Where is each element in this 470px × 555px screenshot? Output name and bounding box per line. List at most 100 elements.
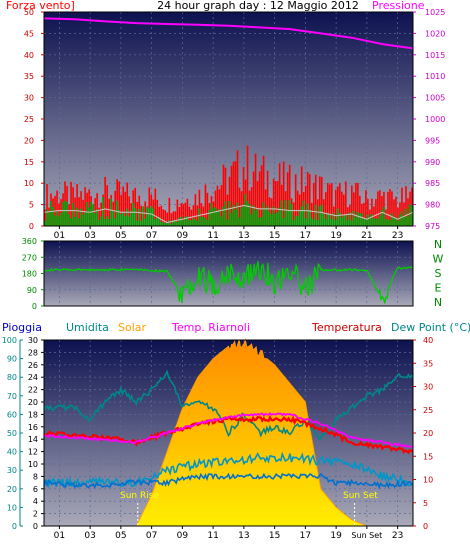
legend-umidita: Umidita: [66, 321, 109, 334]
pressure-tick-label: 1005: [425, 94, 445, 103]
temp-tick-label: 10: [423, 476, 433, 485]
x-tick-label: 03: [84, 231, 95, 241]
wind-tick-label: 15: [24, 158, 34, 167]
x-tick-label: 23: [392, 531, 403, 541]
rain-tick-label: 40: [7, 448, 17, 457]
x-tick-label: 13: [238, 531, 249, 541]
legend-riarnoli: Temp. Riarnoli: [171, 321, 250, 334]
legend-dewpoint: Dew Point (°C): [391, 321, 470, 334]
x-tick-label: 01: [54, 231, 65, 241]
direction-tick-label: 0: [32, 302, 37, 311]
legend-pioggia: Pioggia: [2, 321, 42, 334]
wind-tick-label: 45: [24, 29, 34, 38]
direction-tick-label: 180: [22, 270, 37, 279]
solar-tick-label: 10: [28, 460, 38, 469]
x-tick-label: 15: [269, 531, 280, 541]
temp-tick-label: 20: [423, 429, 433, 438]
legend-solar: Solar: [118, 321, 147, 334]
x-tick-label: 01: [54, 531, 65, 541]
rain-tick-label: 30: [7, 466, 17, 475]
temp-low-line: [43, 451, 414, 489]
solar-tick-label: 26: [28, 361, 38, 370]
solar-tick-label: 24: [28, 373, 38, 382]
rain-tick-label: 0: [12, 522, 17, 531]
solar-tick-label: 22: [28, 386, 38, 395]
temp-tick-label: 0: [423, 522, 428, 531]
x-tick-label: Sun Set: [351, 531, 382, 540]
solar-tick-label: 18: [28, 410, 38, 419]
wind-direction-line: [43, 261, 414, 304]
x-tick-label: 11: [207, 531, 218, 541]
compass-label: W: [433, 253, 444, 266]
wind-tick-label: 40: [24, 51, 34, 60]
x-tick-label: 15: [269, 231, 280, 241]
temp-tick-label: 30: [423, 383, 433, 392]
sunrise-label: Sun Rise: [120, 491, 159, 501]
wind-axis-label: Forza vento]: [6, 0, 75, 12]
panel3-axes: 0102030405060708090100024681012141618202…: [2, 336, 433, 541]
pressure-tick-label: 1020: [425, 29, 445, 38]
temp-tick-label: 5: [423, 499, 428, 508]
rain-tick-label: 100: [2, 336, 17, 345]
pressure-tick-label: 1000: [425, 115, 445, 124]
panel1-axes: 0510152025303540455097598098599099510001…: [24, 8, 446, 241]
solar-tick-label: 2: [33, 510, 38, 519]
pressure-tick-label: 990: [425, 158, 440, 167]
x-tick-label: 13: [238, 231, 249, 241]
temp-tick-label: 15: [423, 452, 433, 461]
temp-riarnoli-line: [43, 412, 413, 448]
compass-label: N: [434, 238, 442, 251]
temp-tick-label: 35: [423, 359, 433, 368]
direction-tick-label: 270: [22, 253, 37, 262]
solar-tick-label: 20: [28, 398, 38, 407]
rain-tick-label: 60: [7, 410, 17, 419]
solar-tick-label: 12: [28, 448, 38, 457]
solar-tick-label: 14: [28, 435, 38, 444]
x-tick-label: 09: [177, 231, 189, 241]
pressure-tick-label: 995: [425, 136, 440, 145]
x-tick-label: 23: [392, 231, 403, 241]
x-tick-label: 05: [115, 531, 126, 541]
pressure-axis-label: Pressione: [372, 0, 425, 12]
pressure-tick-label: 975: [425, 222, 440, 231]
solar-tick-label: 6: [33, 485, 38, 494]
legend-temperatura: Temperatura: [311, 321, 382, 334]
pressure-line: [43, 17, 414, 50]
rain-tick-label: 90: [7, 355, 17, 364]
rain-tick-label: 70: [7, 392, 17, 401]
pressure-tick-label: 1025: [425, 8, 445, 17]
direction-tick-label: 360: [22, 237, 37, 246]
temp-tick-label: 40: [423, 336, 433, 345]
dew-point-line: [43, 472, 414, 490]
direction-tick-label: 90: [27, 286, 37, 295]
rain-tick-label: 10: [7, 503, 17, 512]
pressure-tick-label: 1010: [425, 72, 445, 81]
chart-title: 24 hour graph day : 12 Maggio 2012: [157, 0, 359, 12]
compass-label: E: [435, 282, 442, 295]
solar-tick-label: 8: [33, 472, 38, 481]
x-tick-label: 17: [300, 531, 311, 541]
pressure-tick-label: 985: [425, 179, 440, 188]
wind-tick-label: 50: [24, 8, 34, 17]
pressure-tick-label: 980: [425, 201, 440, 210]
solar-tick-label: 4: [33, 497, 38, 506]
wind-tick-label: 10: [24, 179, 34, 188]
compass-label: N: [434, 296, 442, 309]
wind-tick-label: 25: [24, 115, 34, 124]
x-tick-label: 11: [207, 231, 218, 241]
average-wind-line: [43, 204, 414, 224]
wind-tick-label: 0: [29, 222, 34, 231]
panel2-series: [43, 261, 414, 304]
wind-tick-label: 35: [24, 72, 34, 81]
rain-tick-label: 80: [7, 373, 17, 382]
rain-tick-label: 20: [7, 485, 17, 494]
x-tick-label: 03: [84, 531, 95, 541]
x-tick-label: 21: [361, 231, 372, 241]
x-tick-label: 19: [330, 231, 342, 241]
compass-label: S: [435, 267, 442, 280]
solar-tick-label: 16: [28, 423, 38, 432]
temp-tick-label: 25: [423, 406, 433, 415]
humidity-line: [43, 369, 414, 441]
